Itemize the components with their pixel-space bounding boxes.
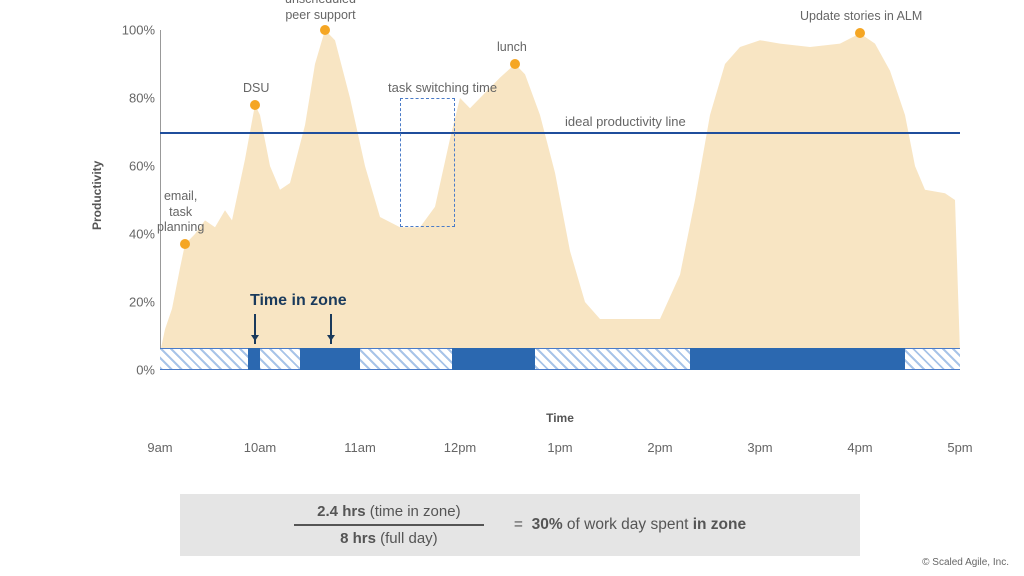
productivity-chart: Productivity ideal productivity line tas… bbox=[70, 30, 960, 430]
zone-segment bbox=[248, 348, 260, 370]
x-tick: 3pm bbox=[747, 440, 772, 455]
x-tick: 11am bbox=[344, 440, 376, 455]
zone-arrow bbox=[330, 314, 332, 344]
event-annotation: unscheduled peer support bbox=[285, 0, 356, 23]
event-annotation: Update stories in ALM bbox=[800, 9, 922, 25]
event-marker bbox=[250, 100, 260, 110]
task-switch-box bbox=[400, 98, 455, 227]
x-tick: 1pm bbox=[547, 440, 572, 455]
ideal-productivity-line bbox=[160, 132, 960, 134]
y-tick: 80% bbox=[110, 91, 155, 106]
plot-area: ideal productivity line task switching t… bbox=[160, 30, 960, 370]
y-tick: 0% bbox=[110, 363, 155, 378]
event-marker bbox=[510, 59, 520, 69]
area-svg bbox=[160, 30, 960, 370]
y-axis-label: Productivity bbox=[90, 161, 104, 230]
y-tick: 60% bbox=[110, 159, 155, 174]
y-tick: 100% bbox=[110, 23, 155, 38]
zone-segment bbox=[452, 348, 535, 370]
event-marker bbox=[180, 239, 190, 249]
zone-segment bbox=[690, 348, 905, 370]
fraction-line bbox=[294, 524, 484, 526]
x-tick: 2pm bbox=[647, 440, 672, 455]
productivity-area bbox=[160, 30, 960, 370]
event-annotation: DSU bbox=[243, 81, 269, 97]
task-switch-label: task switching time bbox=[388, 80, 497, 95]
summary-box: 2.4 hrs (time in zone) 8 hrs (full day) … bbox=[180, 494, 860, 556]
fraction-denominator: 8 hrs (full day) bbox=[340, 530, 438, 547]
x-tick: 5pm bbox=[947, 440, 972, 455]
x-axis-label: Time bbox=[546, 411, 574, 425]
summary-fraction: 2.4 hrs (time in zone) 8 hrs (full day) bbox=[294, 503, 484, 547]
zone-segment bbox=[300, 348, 360, 370]
y-tick: 20% bbox=[110, 295, 155, 310]
copyright-text: © Scaled Agile, Inc. bbox=[922, 557, 1009, 568]
event-marker bbox=[855, 28, 865, 38]
event-annotation: email, task planning bbox=[157, 189, 204, 236]
y-tick: 40% bbox=[110, 227, 155, 242]
ideal-line-label: ideal productivity line bbox=[565, 114, 686, 129]
event-annotation: lunch bbox=[497, 40, 527, 56]
x-tick: 12pm bbox=[444, 440, 477, 455]
x-tick: 10am bbox=[244, 440, 277, 455]
time-in-zone-title: Time in zone bbox=[250, 292, 347, 310]
summary-result: = 30% of work day spent in zone bbox=[514, 516, 746, 534]
event-marker bbox=[320, 25, 330, 35]
fraction-numerator: 2.4 hrs (time in zone) bbox=[317, 503, 460, 520]
time-in-zone-strip bbox=[160, 348, 960, 370]
x-tick: 9am bbox=[147, 440, 172, 455]
zone-arrow bbox=[254, 314, 256, 344]
x-tick: 4pm bbox=[847, 440, 872, 455]
